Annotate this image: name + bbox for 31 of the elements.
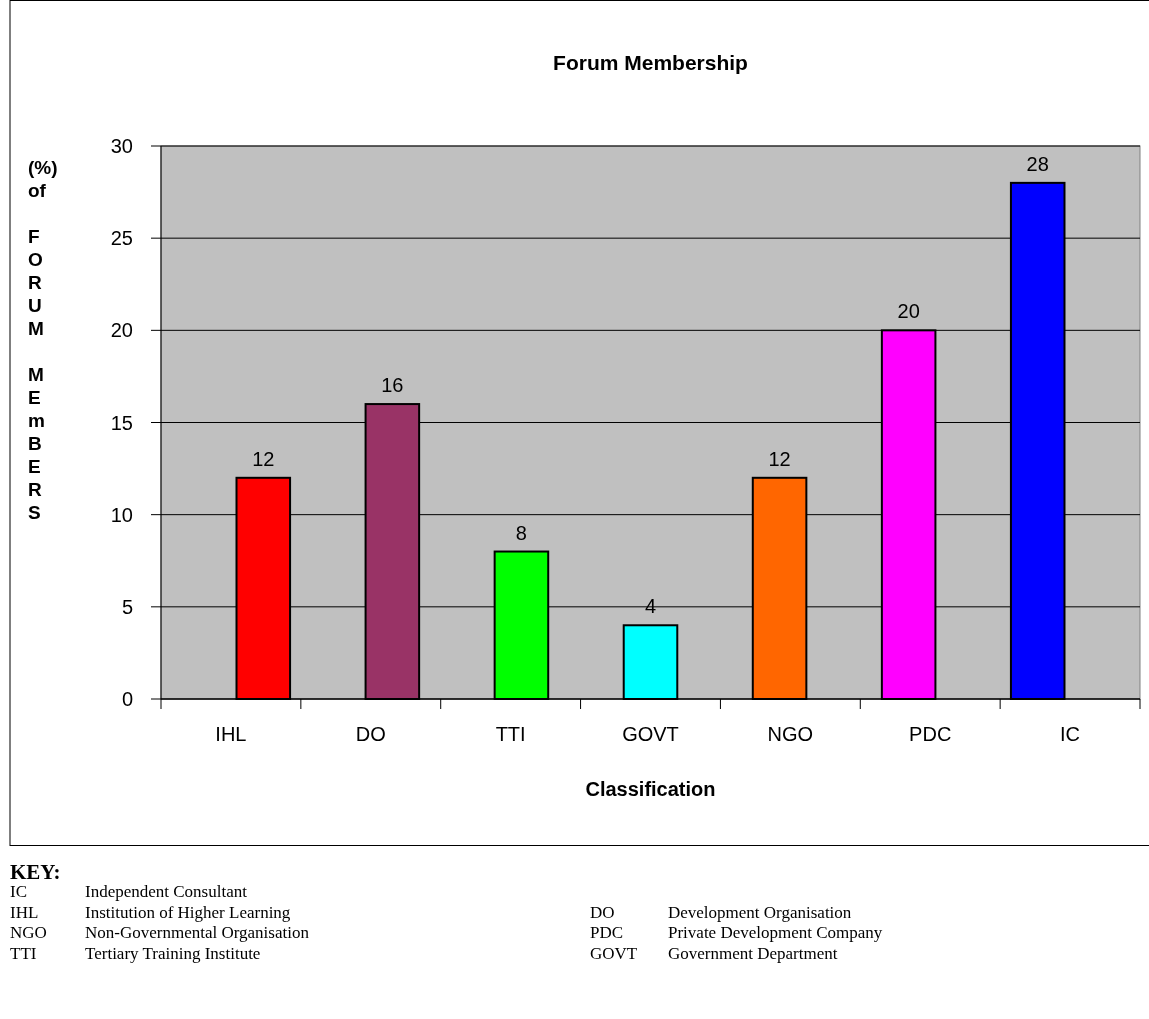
text: TTI Tertiary Training Institute: [10, 943, 261, 963]
text: NGO Non-Governmental Organisation: [10, 923, 309, 942]
x-tick-label: TTI: [495, 723, 526, 745]
x-tick-label: IHL: [215, 723, 247, 745]
x-tick-label: GOVT: [622, 723, 679, 745]
text: (%) of FORUM MEmBERS: [28, 157, 58, 523]
data-label: 20: [897, 300, 920, 323]
y-tick-label: 10: [110, 503, 133, 526]
y-tick-label: 15: [110, 411, 133, 434]
text: KEY:: [10, 860, 61, 884]
x-tick-label: IC: [1060, 723, 1081, 745]
x-tick-label: PDC: [909, 723, 952, 745]
text: PDC Private Development Company: [590, 923, 883, 942]
x-axis-title: Classification: [585, 778, 716, 800]
y-tick-label: 5: [121, 595, 133, 618]
text: IHL Institution of Higher Learning: [10, 902, 291, 922]
y-tick-label: 25: [110, 227, 133, 250]
text: GOVT Government Department: [590, 943, 838, 963]
data-label: 12: [252, 447, 275, 470]
y-tick-label: 20: [110, 319, 133, 342]
data-label: 12: [768, 447, 791, 470]
text: IC Independent Consultant: [10, 882, 247, 901]
y-tick-label: 0: [121, 688, 133, 710]
data-label: 28: [1026, 152, 1049, 175]
chart-title: Forum Membership: [553, 51, 748, 74]
x-tick-label: DO: [355, 723, 386, 745]
data-label: 8: [515, 521, 527, 544]
y-tick-label: 30: [110, 135, 133, 157]
text: DO Development Organisation: [590, 902, 852, 922]
x-tick-label: NGO: [767, 723, 814, 745]
data-label: 16: [381, 374, 404, 397]
